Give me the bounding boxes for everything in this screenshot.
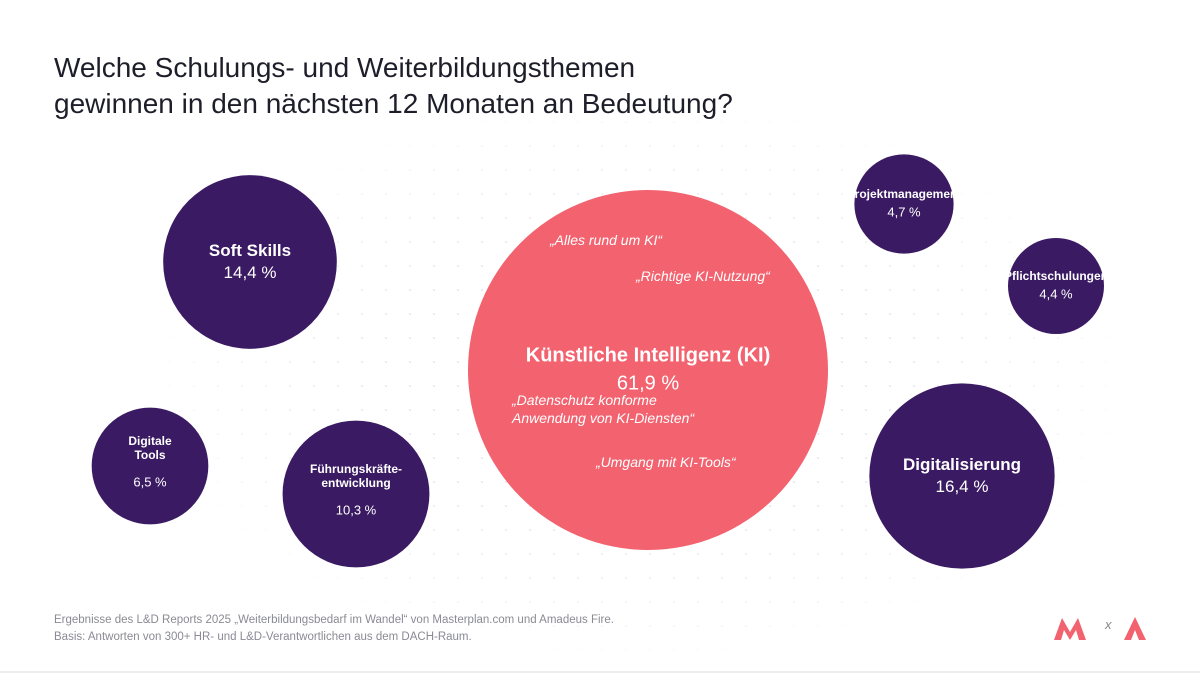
category-label: Digitale Tools: [128, 434, 172, 462]
bubble: [468, 190, 828, 550]
value-label: 14,4 %: [223, 263, 277, 283]
value-label: 6,5 %: [133, 474, 167, 490]
value-label: 61,9 %: [616, 372, 680, 395]
value-label: 4,4 %: [1039, 286, 1073, 302]
category-label: Führungskräfte- entwicklung: [309, 462, 403, 490]
logo: [1054, 617, 1146, 640]
bubble: [282, 420, 430, 568]
value-label: 16,4 %: [935, 477, 989, 497]
bubble: [91, 407, 209, 525]
value-label: 10,3 %: [335, 502, 377, 518]
logo-separator: x: [1105, 617, 1112, 632]
bubble: [1008, 238, 1104, 334]
category-label: Pflichtschulungen: [1003, 269, 1109, 284]
annotation: „Richtige KI-Nutzung“: [636, 268, 770, 284]
footnote-line: Ergebnisse des L&D Reports 2025 „Weiterb…: [54, 614, 614, 626]
bubble: [854, 154, 954, 254]
annotation: „Umgang mit KI-Tools“: [596, 454, 736, 470]
annotation: „Alles rund um KI“: [550, 232, 663, 248]
category-label: Digitalisierung: [902, 455, 1022, 475]
category-label: Künstliche Intelligenz (KI): [525, 344, 771, 367]
footnote-line: Basis: Antworten von 300+ HR- und L&D-Ve…: [54, 631, 472, 643]
footnote: Ergebnisse des L&D Reports 2025 „Weiterb…: [54, 612, 614, 646]
bubble: [869, 383, 1055, 569]
value-label: 4,7 %: [887, 204, 921, 220]
category-label: Projektmanagement: [846, 187, 962, 202]
chart-title: Welche Schulungs- und Weiterbildungsthem…: [54, 52, 733, 119]
bubble: [163, 175, 337, 349]
annotation: „Datenschutz konforme Anwendung von KI-D…: [512, 392, 695, 426]
category-label: Soft Skills: [208, 241, 292, 261]
